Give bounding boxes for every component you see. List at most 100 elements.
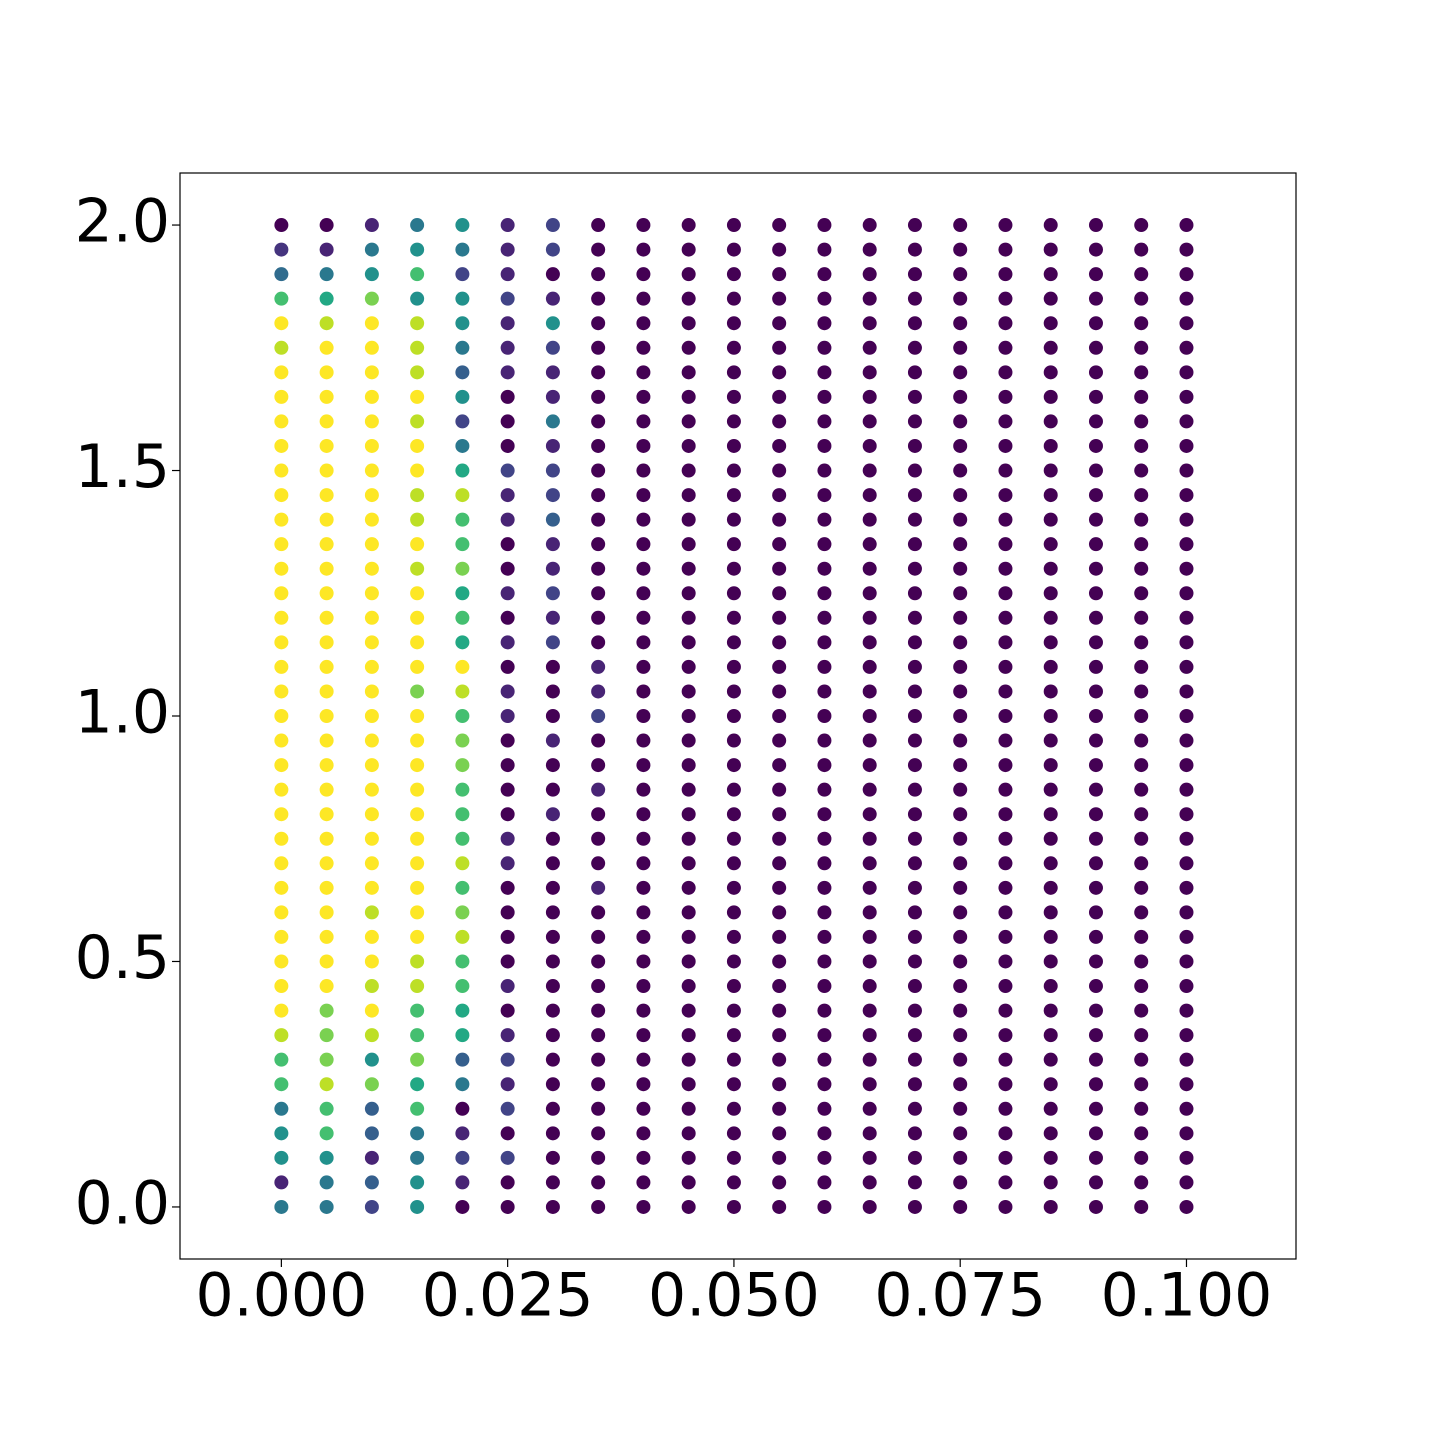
point xyxy=(1179,488,1194,503)
point xyxy=(862,1101,877,1116)
point xyxy=(681,340,696,355)
point xyxy=(319,561,334,576)
point xyxy=(998,561,1013,576)
point xyxy=(591,733,606,748)
point xyxy=(726,365,741,380)
point xyxy=(636,807,651,822)
point xyxy=(500,291,515,306)
point xyxy=(953,782,968,797)
point xyxy=(545,512,560,527)
point xyxy=(1134,1028,1149,1043)
point xyxy=(681,291,696,306)
x-tick-label: 0.000 xyxy=(195,1261,367,1331)
point xyxy=(1088,684,1103,699)
point xyxy=(274,635,289,650)
point xyxy=(772,856,787,871)
point xyxy=(274,512,289,527)
point xyxy=(1088,316,1103,331)
point xyxy=(591,561,606,576)
point xyxy=(364,979,379,994)
point xyxy=(907,488,922,503)
point xyxy=(545,561,560,576)
point xyxy=(364,635,379,650)
point xyxy=(772,758,787,773)
point xyxy=(455,1126,470,1141)
point xyxy=(772,905,787,920)
point xyxy=(545,488,560,503)
point xyxy=(500,488,515,503)
point xyxy=(364,905,379,920)
point xyxy=(1088,856,1103,871)
point xyxy=(591,414,606,429)
point xyxy=(274,438,289,453)
point xyxy=(681,488,696,503)
point xyxy=(817,709,832,723)
point xyxy=(545,929,560,944)
point xyxy=(1088,709,1103,723)
point xyxy=(545,856,560,871)
point xyxy=(455,1150,470,1165)
point xyxy=(817,218,832,233)
point xyxy=(455,954,470,969)
point xyxy=(636,488,651,503)
point xyxy=(364,1028,379,1043)
point xyxy=(591,242,606,257)
point xyxy=(364,1101,379,1116)
point xyxy=(907,929,922,944)
point xyxy=(907,267,922,282)
point xyxy=(1088,1126,1103,1141)
point xyxy=(364,414,379,429)
point xyxy=(1088,1101,1103,1116)
point xyxy=(772,512,787,527)
point xyxy=(862,659,877,674)
point xyxy=(862,512,877,527)
point xyxy=(545,1175,560,1190)
point xyxy=(907,709,922,723)
point xyxy=(545,267,560,282)
point xyxy=(455,340,470,355)
point xyxy=(364,488,379,503)
point xyxy=(681,537,696,552)
point xyxy=(591,218,606,233)
point xyxy=(953,242,968,257)
point xyxy=(1134,929,1149,944)
point xyxy=(1043,635,1058,650)
point xyxy=(545,438,560,453)
point xyxy=(591,758,606,773)
point xyxy=(998,807,1013,822)
point xyxy=(591,463,606,478)
point xyxy=(500,733,515,748)
point xyxy=(1179,365,1194,380)
point xyxy=(998,267,1013,282)
point xyxy=(681,586,696,601)
point xyxy=(591,954,606,969)
point xyxy=(998,856,1013,871)
point xyxy=(1088,1052,1103,1067)
point xyxy=(455,709,470,723)
point xyxy=(364,733,379,748)
point xyxy=(410,488,425,503)
point xyxy=(726,561,741,576)
point xyxy=(998,659,1013,674)
point xyxy=(410,635,425,650)
point xyxy=(817,905,832,920)
point xyxy=(1134,488,1149,503)
point xyxy=(817,438,832,453)
point xyxy=(500,807,515,822)
point xyxy=(907,979,922,994)
point xyxy=(726,1199,741,1214)
point xyxy=(817,267,832,282)
point xyxy=(500,340,515,355)
point xyxy=(455,438,470,453)
point xyxy=(1134,291,1149,306)
point xyxy=(1134,1052,1149,1067)
point xyxy=(274,929,289,944)
point xyxy=(455,610,470,625)
point xyxy=(817,1175,832,1190)
point xyxy=(907,635,922,650)
point xyxy=(998,979,1013,994)
point xyxy=(1043,856,1058,871)
point xyxy=(998,1077,1013,1092)
point xyxy=(591,1126,606,1141)
point xyxy=(500,1003,515,1018)
